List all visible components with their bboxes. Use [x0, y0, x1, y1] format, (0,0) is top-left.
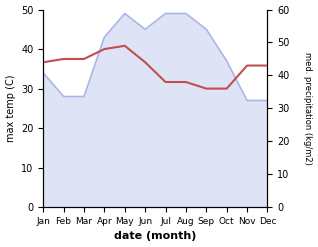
X-axis label: date (month): date (month) [114, 231, 197, 242]
Y-axis label: max temp (C): max temp (C) [5, 75, 16, 142]
Y-axis label: med. precipitation (kg/m2): med. precipitation (kg/m2) [303, 52, 313, 165]
